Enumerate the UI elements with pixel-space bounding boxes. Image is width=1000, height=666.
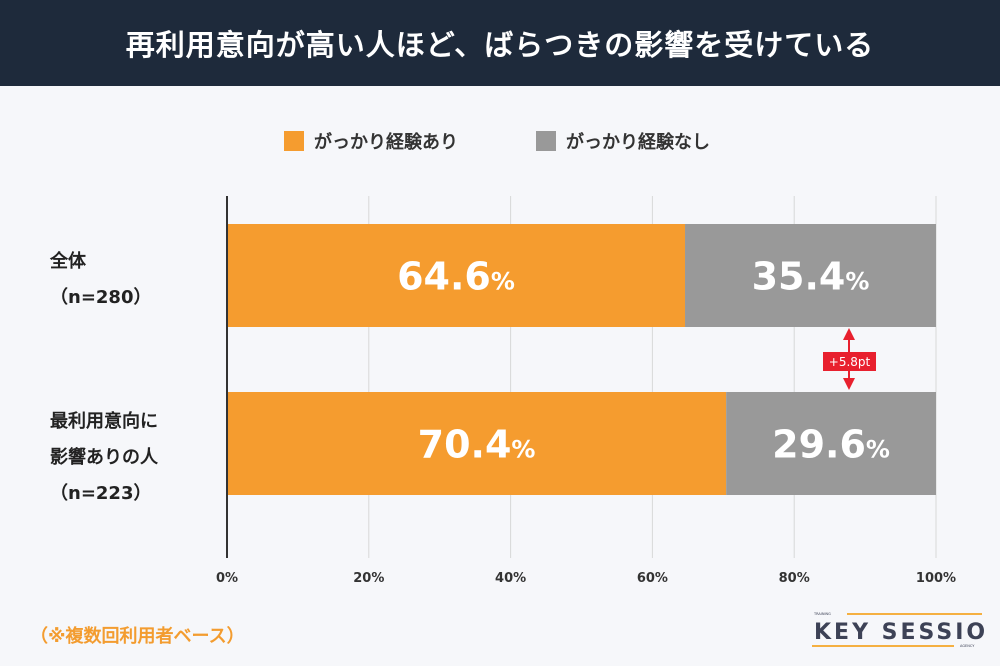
legend-item-experienced: がっかり経験あり: [284, 128, 458, 154]
key-session-logo: TRAINING KEY SESSION AGENCY: [812, 612, 987, 648]
annotation-box: [823, 352, 876, 371]
x-tick-label: 20%: [353, 571, 384, 586]
bar-segment: [685, 224, 936, 327]
legend-swatch: [536, 131, 556, 151]
x-tick-label: 80%: [779, 571, 810, 586]
data-label: 29.6%: [772, 423, 890, 467]
data-label: 35.4%: [752, 255, 870, 299]
x-tick-label: 60%: [637, 571, 668, 586]
data-label: 64.6%: [397, 255, 515, 299]
logo-main: KEY SESSION: [814, 620, 987, 645]
row-label-line: 影響ありの人: [50, 447, 158, 468]
x-tick-label: 40%: [495, 571, 526, 586]
arrow-up-icon: [843, 328, 855, 340]
logo-bottom: AGENCY: [960, 644, 975, 648]
row-label-all: 全体 （n=280）: [50, 244, 151, 316]
logo-top: TRAINING: [813, 612, 831, 616]
bar-segment: [726, 392, 936, 495]
footnote: （※複数回利用者ベース）: [30, 626, 245, 647]
row-label-line: （n=280）: [50, 287, 152, 308]
legend-item-not-experienced: がっかり経験なし: [536, 128, 710, 154]
bar-segment: [227, 392, 727, 495]
row-label-line: （n=223）: [50, 483, 152, 504]
legend-label: がっかり経験あり: [314, 132, 458, 153]
annotation-label: +5.8pt: [829, 355, 871, 369]
row-label-line: 最利用意向に: [50, 411, 158, 432]
x-tick-label: 0%: [216, 571, 238, 586]
legend-swatch: [284, 131, 304, 151]
legend-label: がっかり経験なし: [566, 132, 710, 153]
data-label: 70.4%: [418, 423, 536, 467]
row-label-reuse: 最利用意向に 影響ありの人 （n=223）: [50, 404, 158, 512]
page-title: 再利用意向が高い人ほど、ばらつきの影響を受けている: [0, 0, 1000, 86]
arrow-down-icon: [843, 378, 855, 390]
x-tick-label: 100%: [916, 571, 956, 586]
bar-segment: [227, 224, 686, 327]
row-label-line: 全体: [50, 251, 86, 272]
